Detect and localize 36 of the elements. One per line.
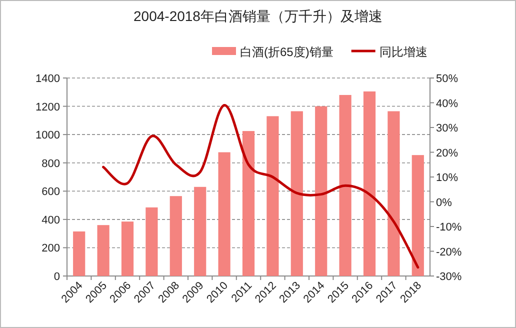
- y2-tick-label: 10%: [436, 172, 458, 184]
- line-series: [102, 104, 420, 269]
- bar: [339, 94, 352, 276]
- y-tick-label: 0: [54, 271, 60, 283]
- bar: [363, 91, 376, 276]
- y2-tick-label: 30%: [436, 122, 458, 134]
- y-tick-label: 200: [42, 242, 60, 255]
- y-tick-label: 1400: [36, 73, 60, 85]
- bar: [194, 186, 206, 276]
- legend-label: 白酒(折65度)销量: [240, 45, 334, 59]
- bar: [146, 207, 158, 276]
- bar: [388, 111, 400, 276]
- chart-title: 2004-2018年白酒销量（万千升）及增速: [134, 8, 382, 24]
- y-tick-label: 400: [42, 214, 60, 226]
- bar: [170, 196, 182, 276]
- bar: [412, 155, 424, 276]
- y-tick-label: 1200: [36, 101, 60, 114]
- bar: [121, 222, 134, 276]
- y2-tick-label: 20%: [436, 147, 458, 160]
- bar: [97, 225, 110, 276]
- y-tick-label: 800: [42, 158, 60, 170]
- legend-label: 同比增速: [379, 45, 428, 59]
- y2-tick-label: -10%: [436, 222, 462, 234]
- y-tick-label: 600: [42, 186, 60, 198]
- y2-tick-label: -20%: [436, 246, 462, 258]
- y-tick-label: 1000: [36, 130, 60, 142]
- bar: [242, 131, 255, 276]
- bar: [266, 116, 279, 276]
- y2-tick-label: 0%: [436, 196, 452, 209]
- bar: [73, 231, 86, 276]
- y2-tick-label: 40%: [436, 98, 458, 110]
- y2-tick-label: 50%: [436, 73, 458, 85]
- y2-tick-label: -30%: [436, 271, 462, 283]
- bar: [315, 106, 328, 276]
- bar: [290, 111, 303, 276]
- bar: [218, 152, 230, 276]
